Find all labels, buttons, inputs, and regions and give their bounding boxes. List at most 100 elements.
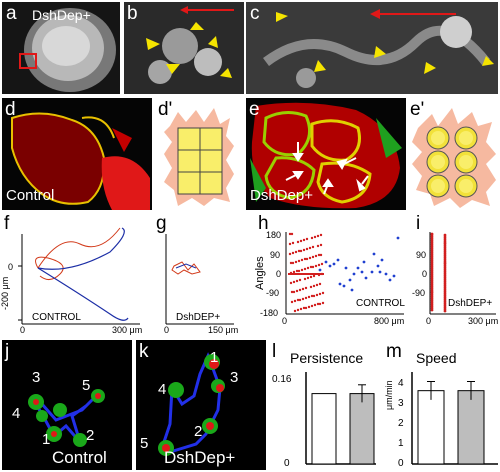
angle-point-red	[430, 256, 434, 260]
m-title: Speed	[416, 350, 457, 366]
dshdep-migration-image	[136, 340, 266, 470]
h-caption: CONTROL	[356, 298, 405, 309]
angle-point-blue	[350, 288, 354, 292]
angle-point-red	[430, 248, 434, 252]
angle-point-red	[430, 288, 434, 292]
angle-point-red	[321, 291, 325, 295]
panel-a-caption: DshDep+	[32, 7, 91, 23]
angle-point-red	[288, 252, 292, 256]
angle-point-red	[430, 302, 434, 306]
panel-i-angle-plot: i 90 0 -90 0 300 μm DshDEP+	[412, 214, 500, 338]
angle-point-red	[313, 235, 317, 239]
angle-point-red	[291, 261, 295, 265]
j-num-0: 3	[32, 369, 41, 386]
angle-point-red	[443, 297, 447, 301]
i-caption: DshDEP+	[448, 298, 493, 309]
angle-point-red	[320, 262, 324, 266]
angle-point-red	[443, 277, 447, 281]
angle-point-red	[296, 240, 300, 244]
angle-point-red	[430, 278, 434, 282]
panel-h-label: h	[258, 214, 269, 234]
angle-point-red	[301, 297, 305, 301]
h-ytick-1: 90	[270, 250, 281, 260]
angle-point-red	[443, 279, 447, 283]
angle-point-red	[311, 255, 315, 259]
angle-point-red	[443, 259, 447, 263]
angle-point-red	[305, 247, 309, 251]
angle-point-red	[292, 290, 296, 294]
angle-point-red	[430, 238, 434, 242]
angle-point-blue	[342, 284, 346, 288]
panel-a-label: a	[6, 3, 17, 24]
h-xtick-1: 800 μm	[374, 316, 405, 326]
angle-point-blue	[344, 266, 348, 270]
panel-d-prime-label: d'	[158, 99, 173, 120]
angle-point-red	[430, 286, 434, 290]
angle-point-red	[430, 270, 434, 274]
angle-point-blue	[362, 260, 366, 264]
panel-j-caption: Control	[52, 448, 107, 467]
angle-point-red	[303, 267, 307, 271]
angle-point-red	[304, 286, 308, 290]
angle-point-red	[299, 307, 303, 311]
m-ytick-0: 4	[398, 378, 404, 389]
panel-i-label: i	[416, 214, 421, 234]
control-cell-tracks	[18, 227, 140, 325]
angle-point-red	[443, 285, 447, 289]
angle-point-red	[305, 237, 309, 241]
angle-point-red	[296, 308, 300, 312]
angle-point-blue	[360, 270, 364, 274]
f-ytick-1: -200 μm	[0, 276, 10, 310]
panel-f-track-plot: f 0 -200 μm 0 300 μm CONTROL	[0, 214, 150, 338]
angle-point-red	[443, 271, 447, 275]
angle-point-red	[443, 301, 447, 305]
angle-point-red	[300, 258, 304, 262]
angle-point-red	[430, 252, 434, 256]
angle-point-red	[290, 232, 294, 236]
angle-point-red	[443, 253, 447, 257]
angle-point-red	[305, 257, 309, 261]
panel-e-caption: DshDep+	[250, 187, 313, 204]
angle-point-red	[293, 299, 297, 303]
m-ylabel: μm/min	[384, 380, 394, 410]
angle-point-red	[297, 249, 301, 253]
angle-point-red	[290, 300, 294, 304]
i-ytick-2: -90	[412, 288, 426, 298]
angle-point-red	[430, 308, 434, 312]
angle-point-red	[443, 307, 447, 311]
angle-point-red	[308, 246, 312, 250]
speed-bar-chart	[411, 372, 498, 465]
control-cell-schematic	[164, 108, 234, 206]
angle-point-red	[298, 288, 302, 292]
angle-point-red	[321, 301, 325, 305]
angle-point-blue	[388, 278, 392, 282]
angle-point-red	[311, 265, 315, 269]
panel-j-label: j	[5, 341, 10, 362]
angle-point-red	[316, 302, 320, 306]
angle-point-red	[317, 263, 321, 267]
j-num-1: 5	[82, 377, 91, 394]
k-num-1: 4	[158, 381, 167, 398]
l-ytick-1: 0	[284, 458, 290, 469]
angle-point-blue	[380, 258, 384, 262]
angle-point-blue	[324, 260, 328, 264]
angle-point-blue	[370, 270, 374, 274]
h-ylabel: Angles	[254, 256, 266, 290]
angle-point-red	[298, 278, 302, 282]
angle-point-red	[307, 295, 311, 299]
angle-point-red	[443, 269, 447, 273]
angle-point-red	[319, 243, 323, 247]
panel-e-label: e	[249, 99, 260, 120]
angle-point-red	[443, 245, 447, 249]
angle-point-blue	[378, 270, 382, 274]
panel-d-caption: Control	[6, 187, 55, 204]
angle-point-red	[295, 279, 299, 283]
angle-point-red	[430, 258, 434, 262]
angle-point-blue	[396, 236, 400, 240]
bar-1	[349, 393, 375, 465]
angle-point-red	[308, 256, 312, 260]
angle-point-red	[318, 282, 322, 286]
angle-point-red	[443, 267, 447, 271]
angle-point-red	[430, 300, 434, 304]
angle-point-red	[443, 241, 447, 245]
